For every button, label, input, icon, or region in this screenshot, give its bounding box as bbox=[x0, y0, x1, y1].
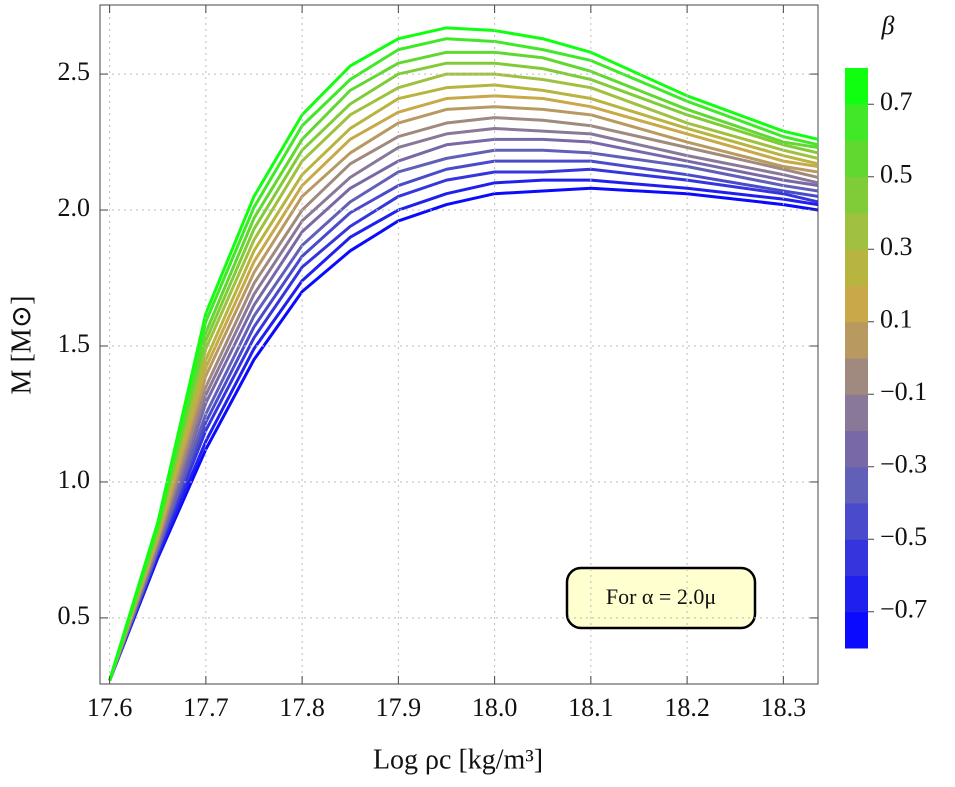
x-tick-label: 17.6 bbox=[87, 693, 133, 722]
series-line bbox=[108, 61, 818, 681]
colorbar-band bbox=[845, 539, 868, 576]
colorbar-band bbox=[845, 466, 868, 504]
colorbar-tick-label: 0.7 bbox=[880, 87, 913, 116]
series-line bbox=[108, 50, 818, 681]
colorbar-tick-label: −0.1 bbox=[880, 377, 927, 406]
colorbar-band bbox=[845, 575, 868, 613]
colorbar-band bbox=[845, 176, 868, 214]
y-tick-label: 1.5 bbox=[58, 329, 91, 358]
annotation-box bbox=[565, 566, 757, 630]
series-line bbox=[108, 137, 818, 681]
colorbar-band bbox=[845, 249, 868, 286]
colorbar-tick-label: −0.3 bbox=[880, 450, 927, 479]
x-axis-label: Log ρc [kg/m³] bbox=[373, 744, 543, 775]
series-line bbox=[108, 159, 818, 681]
colorbar-band bbox=[845, 285, 868, 323]
x-tick-label: 17.7 bbox=[183, 693, 229, 722]
series-line bbox=[108, 116, 818, 681]
colorbar-band bbox=[845, 394, 868, 431]
y-tick-label: 2.0 bbox=[58, 193, 91, 222]
series-line bbox=[108, 105, 818, 681]
colorbar-band bbox=[845, 104, 868, 141]
colorbar-band bbox=[845, 611, 868, 649]
lines bbox=[108, 26, 818, 682]
colorbar-band bbox=[845, 358, 868, 395]
series-line bbox=[108, 26, 818, 681]
colorbar-band bbox=[845, 430, 868, 468]
annotation: For α = 2.0μ bbox=[606, 584, 716, 609]
y-axis-label: M [M⊙] bbox=[6, 296, 37, 395]
x-tick-label: 18.2 bbox=[664, 693, 710, 722]
x-tick-label: 18.3 bbox=[761, 693, 807, 722]
x-tick-label: 18.1 bbox=[568, 693, 614, 722]
colorbar-tick-label: 0.3 bbox=[880, 232, 913, 261]
colorbar-band bbox=[845, 321, 868, 359]
y-tick-label: 2.5 bbox=[58, 57, 91, 86]
colorbar-band bbox=[845, 140, 868, 178]
colorbar-title: β bbox=[881, 11, 895, 40]
colorbar-tick-label: −0.5 bbox=[880, 522, 927, 551]
colorbar-band bbox=[845, 503, 868, 540]
y-tick-label: 1.0 bbox=[58, 465, 91, 494]
series-line bbox=[108, 83, 818, 681]
series-line bbox=[108, 94, 818, 681]
y-tick-label: 0.5 bbox=[58, 601, 91, 630]
series-line bbox=[108, 72, 818, 681]
series-line bbox=[108, 178, 818, 681]
series-line bbox=[108, 126, 818, 681]
colorbar-tick-label: −0.7 bbox=[880, 595, 927, 624]
series-line bbox=[108, 37, 818, 681]
x-tick-label: 17.8 bbox=[279, 693, 325, 722]
series-line bbox=[108, 167, 818, 681]
colorbar-band bbox=[845, 68, 868, 105]
series-line bbox=[108, 186, 818, 682]
colorbar-band bbox=[845, 213, 868, 250]
colorbar-tick-label: 0.5 bbox=[880, 160, 913, 189]
colorbar-tick-label: 0.1 bbox=[880, 305, 913, 334]
x-tick-label: 18.0 bbox=[472, 693, 518, 722]
x-tick-label: 17.9 bbox=[376, 693, 422, 722]
series-line bbox=[108, 148, 818, 681]
